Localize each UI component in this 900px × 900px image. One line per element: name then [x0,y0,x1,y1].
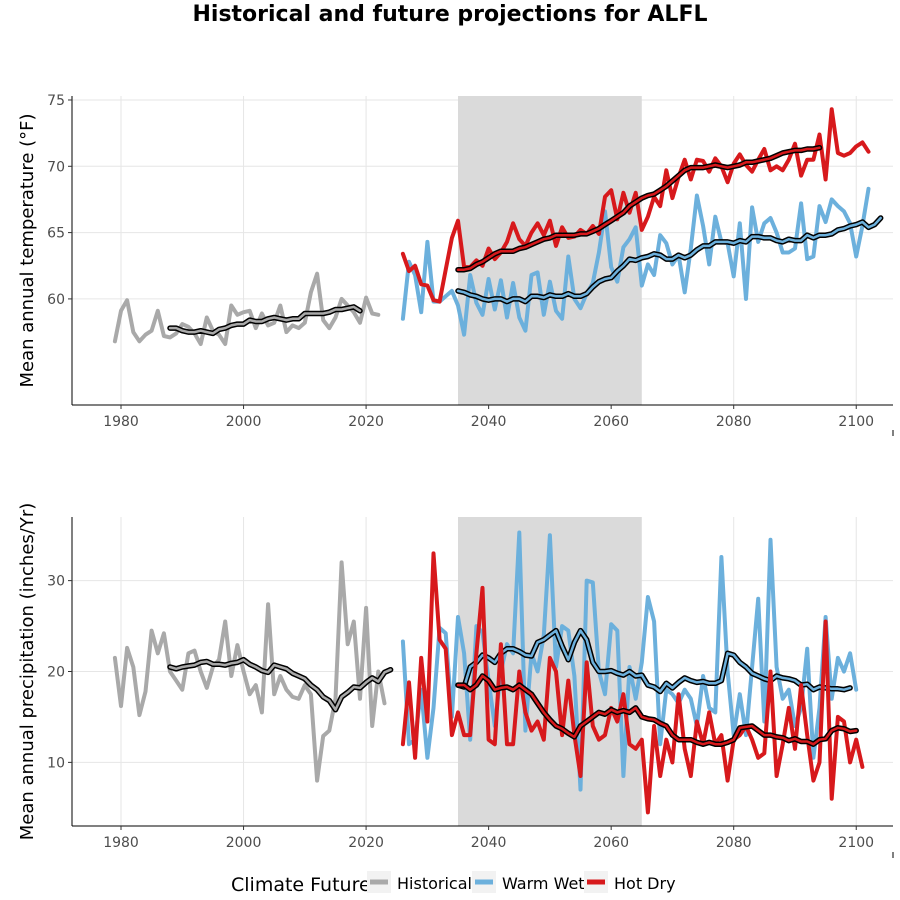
panel-2: 1980 2000 2020 2040 2060 2080 2100 10 20 30 Mean a… [17,503,894,858]
shaded-period [457,96,642,405]
legend-label: Warm Wet [502,874,585,893]
x-tick-label: 2020 [348,414,384,430]
x-tick-label: 2060 [593,835,629,851]
x-tick-label: 1980 [103,414,139,430]
series-hot-dry-smoothed [456,146,821,271]
y-tick-label: 10 [47,755,65,771]
x-tick-label: 2100 [838,414,874,430]
y-tick-label: 75 [47,93,65,109]
x-tick-label: 2040 [471,414,507,430]
x-tick-label: 2000 [226,835,262,851]
series-historical [112,560,387,783]
x-tick-label: 2040 [471,835,507,851]
x-tick-label: 1980 [103,835,139,851]
x-tick-label: 2080 [716,414,752,430]
series-warm-wet-smoothed [456,629,852,693]
series-historical-smoothed [168,658,392,711]
panel-1: 1980 2000 2020 2040 2060 2080 2100 60 65 70 75 Mean… [17,93,894,436]
x-tick-label: 2080 [716,835,752,851]
y-tick-label: 30 [47,574,65,590]
x-tick-label: 2060 [593,414,629,430]
x-tick-label: 2100 [838,835,874,851]
chart-title: Historical and future projections for AL… [192,2,708,27]
series-historical [112,271,381,346]
y-tick-label: 70 [47,159,65,175]
y-axis-title: Mean annual temperature (°F) [17,113,38,387]
legend-title: Climate Future [231,874,371,896]
y-tick-label: 65 [47,226,65,242]
series-hot-dry-smoothed [456,674,858,746]
series-hot-dry [400,551,865,815]
legend: Climate Future Historical Warm Wet Hot Dry [231,871,676,896]
legend-label: Historical [397,874,472,893]
x-tick-label: 2020 [348,835,384,851]
y-tick-label: 20 [47,665,65,681]
x-tick-label: 2000 [226,414,262,430]
series-warm-wet-smoothed [456,216,882,303]
series-warm-wet [400,186,871,337]
legend-label: Hot Dry [614,874,676,893]
series-historical-smoothed [168,305,362,335]
y-tick-label: 60 [47,292,65,308]
y-axis-title: Mean annual precipitation (inches/Yr) [17,503,38,841]
